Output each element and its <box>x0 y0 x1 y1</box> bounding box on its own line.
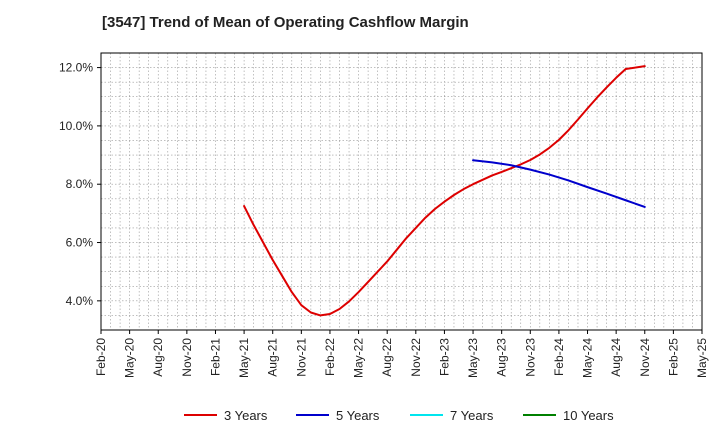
x-tick-label: Aug-23 <box>495 338 509 377</box>
y-tick-label: 8.0% <box>66 177 94 191</box>
legend-label: 3 Years <box>224 408 268 423</box>
x-tick-label: Nov-22 <box>409 338 423 377</box>
x-tick-label: Aug-20 <box>151 338 165 377</box>
x-tick-label: Feb-24 <box>552 338 566 376</box>
series-layer <box>243 65 646 317</box>
x-axis: Feb-20 May-20 Aug-20 Nov-20 Feb-21 May-21 Aug-… <box>94 330 709 378</box>
x-tick-label: May-25 <box>695 338 709 378</box>
x-tick-label: May-24 <box>581 338 595 378</box>
x-tick-label: Feb-21 <box>208 338 222 376</box>
plot-frame <box>100 52 703 331</box>
y-tick-label: 10.0% <box>59 119 93 133</box>
legend-label: 7 Years <box>450 408 494 423</box>
chart-title: [3547] Trend of Mean of Operating Cashfl… <box>102 14 469 31</box>
series-line-3-years <box>243 65 646 317</box>
series-line-5-years <box>472 159 646 208</box>
legend: 3 Years 5 Years 7 Years 10 Years <box>184 408 614 423</box>
x-tick-label: Nov-20 <box>180 338 194 377</box>
x-tick-label: Aug-22 <box>380 338 394 377</box>
x-tick-label: Nov-24 <box>638 338 652 377</box>
y-axis: 4.0% 6.0% 8.0% 10.0% 12.0% <box>59 61 101 308</box>
x-tick-label: May-23 <box>466 338 480 378</box>
y-tick-label: 4.0% <box>66 294 94 308</box>
y-tick-label: 6.0% <box>66 236 94 250</box>
x-tick-label: Feb-22 <box>323 338 337 376</box>
x-tick-label: Feb-20 <box>94 338 108 376</box>
x-tick-label: May-20 <box>123 338 137 378</box>
x-tick-label: Nov-21 <box>294 338 308 377</box>
x-tick-label: May-21 <box>237 338 251 378</box>
x-tick-label: Feb-25 <box>666 338 680 376</box>
x-tick-label: May-22 <box>352 338 366 378</box>
y-tick-label: 12.0% <box>59 61 93 75</box>
grid-layer <box>100 52 703 331</box>
x-tick-label: Nov-23 <box>523 338 537 377</box>
x-tick-label: Aug-24 <box>609 338 623 377</box>
legend-label: 10 Years <box>563 408 614 423</box>
x-tick-label: Feb-23 <box>437 338 451 376</box>
x-tick-label: Aug-21 <box>266 338 280 377</box>
legend-label: 5 Years <box>336 408 380 423</box>
